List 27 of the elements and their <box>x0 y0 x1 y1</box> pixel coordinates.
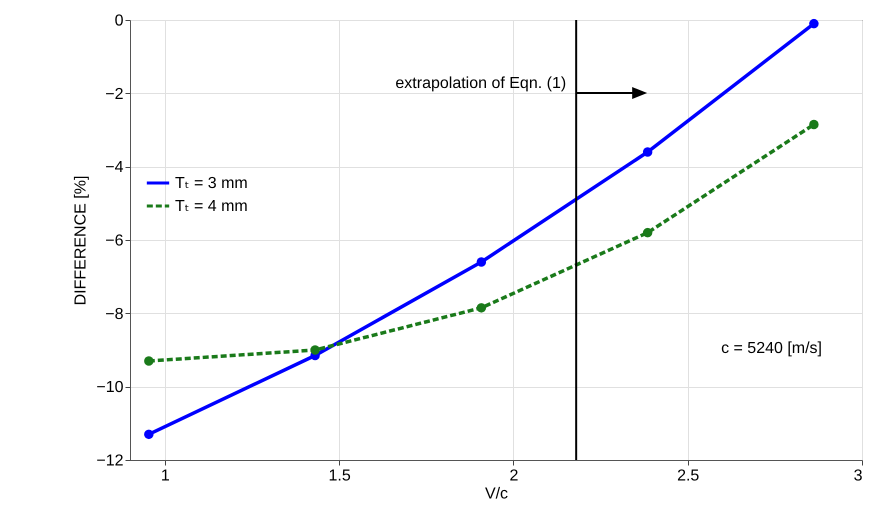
point <box>642 228 652 238</box>
point <box>144 356 154 366</box>
point <box>642 147 652 157</box>
x-tick-label: 2.5 <box>677 468 700 484</box>
y-tick-label: −4 <box>105 159 124 176</box>
y-tick-label: 0 <box>114 12 124 30</box>
point <box>144 430 154 440</box>
annotation: c = 5240 [m/s] <box>721 340 822 357</box>
y-tick-label: −12 <box>96 452 124 470</box>
y-tick-label: −2 <box>105 86 124 103</box>
point <box>809 120 819 130</box>
x-tick-label: 1.5 <box>328 468 351 484</box>
y-tick-label: −6 <box>105 232 124 250</box>
x-tick-label: 2 <box>509 468 518 484</box>
legend-label: Tₜ = 4 mm <box>175 198 248 215</box>
point <box>310 345 320 355</box>
annotation: extrapolation of Eqn. (1) <box>395 75 566 92</box>
x-tick-label: 1 <box>160 468 170 484</box>
point <box>476 303 486 313</box>
point <box>809 18 819 28</box>
point <box>476 257 486 267</box>
x-axis-title: V/c <box>484 486 508 502</box>
y-tick-label: −8 <box>105 306 124 323</box>
legend-label: Tₜ = 3 mm <box>175 175 248 192</box>
y-axis-title: DIFFERENCE [%] <box>72 176 90 306</box>
y-tick-label: −10 <box>96 379 124 396</box>
x-tick-label: 3 <box>854 468 863 484</box>
